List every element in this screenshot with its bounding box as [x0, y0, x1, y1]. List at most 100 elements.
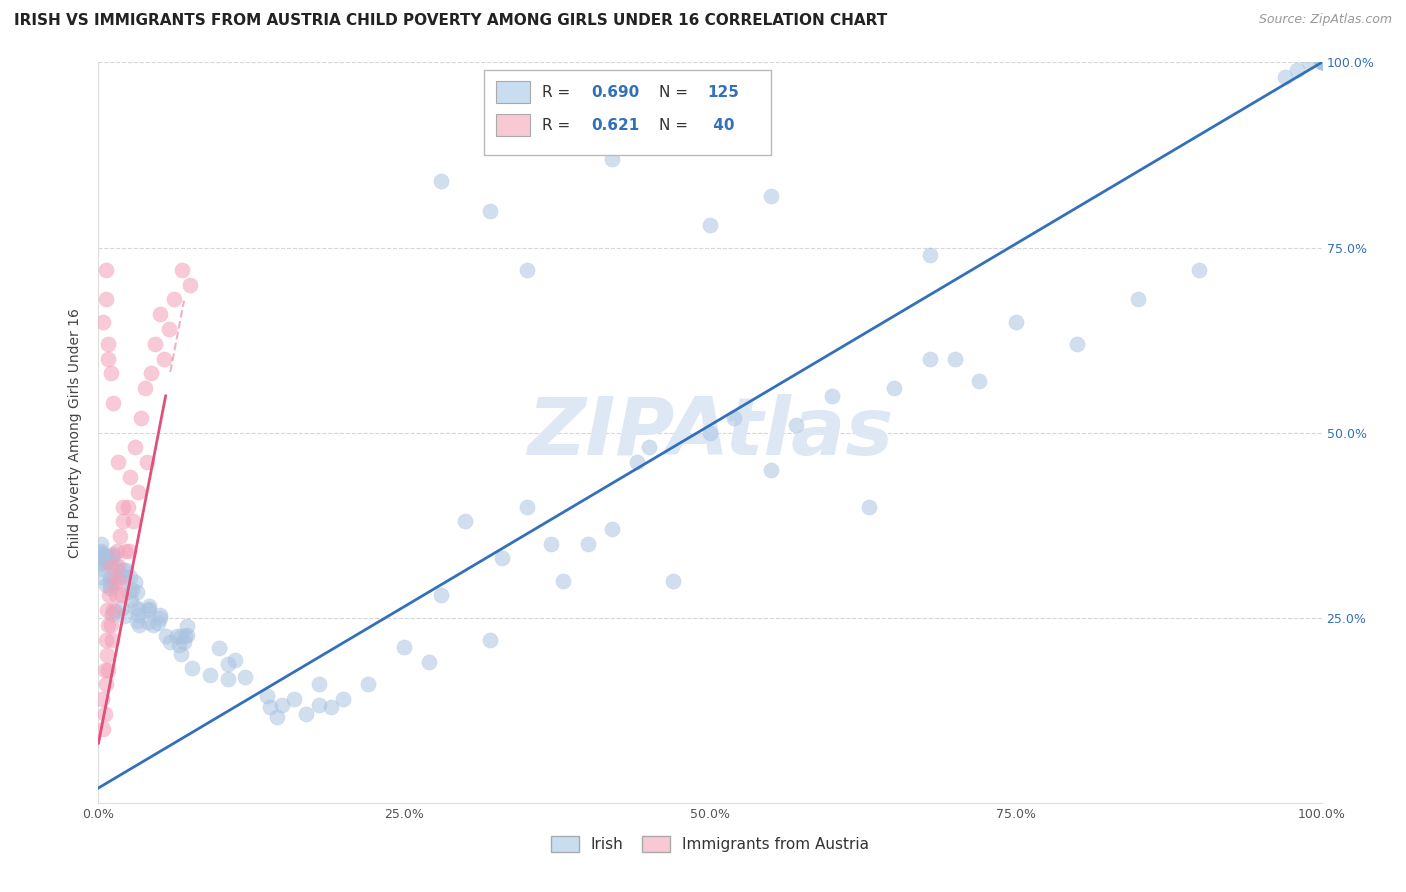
Point	[110, 529, 132, 543]
Point	[173, 634, 195, 648]
Point	[112, 608, 135, 623]
Point	[93, 556, 115, 570]
Point	[1188, 262, 1211, 277]
Point	[97, 336, 120, 351]
Point	[111, 500, 134, 514]
Point	[91, 556, 114, 570]
Point	[98, 578, 121, 592]
Point	[98, 582, 121, 596]
Point	[110, 601, 132, 615]
Point	[662, 574, 685, 588]
Point	[101, 547, 124, 561]
Point	[107, 558, 129, 573]
Point	[136, 603, 159, 617]
Point	[94, 677, 117, 691]
Point	[138, 615, 160, 629]
Point	[155, 629, 177, 643]
Point	[600, 522, 623, 536]
Point	[149, 611, 172, 625]
Point	[108, 574, 131, 588]
Point	[821, 388, 844, 402]
Point	[94, 293, 117, 307]
Point	[103, 549, 125, 563]
Point	[124, 575, 146, 590]
Point	[101, 632, 124, 647]
Point	[1004, 314, 1026, 328]
Text: IRISH VS IMMIGRANTS FROM AUSTRIA CHILD POVERTY AMONG GIRLS UNDER 16 CORRELATION : IRISH VS IMMIGRANTS FROM AUSTRIA CHILD P…	[14, 13, 887, 29]
Point	[104, 589, 127, 603]
Point	[100, 607, 122, 622]
FancyBboxPatch shape	[496, 114, 530, 136]
Text: R =: R =	[543, 118, 575, 133]
Point	[637, 441, 661, 455]
Point	[115, 563, 138, 577]
Point	[1310, 55, 1333, 70]
Point	[117, 500, 139, 514]
Legend: Irish, Immigrants from Austria: Irish, Immigrants from Austria	[546, 830, 875, 858]
Point	[1310, 55, 1333, 70]
Point	[114, 544, 136, 558]
Point	[1286, 62, 1309, 77]
Point	[104, 558, 127, 573]
Point	[515, 262, 537, 277]
Point	[105, 576, 128, 591]
Point	[1274, 70, 1296, 85]
Point	[91, 722, 114, 736]
Point	[107, 455, 129, 469]
Point	[454, 515, 477, 529]
Text: Source: ZipAtlas.com: Source: ZipAtlas.com	[1258, 13, 1392, 27]
Point	[356, 677, 378, 691]
Point	[1310, 55, 1333, 70]
Point	[96, 648, 118, 662]
Point	[110, 568, 132, 582]
Text: 40: 40	[707, 118, 734, 133]
Point	[100, 367, 122, 381]
Point	[138, 599, 160, 614]
Point	[920, 248, 942, 262]
Point	[478, 632, 501, 647]
Point	[699, 219, 721, 233]
Point	[127, 484, 149, 499]
Point	[283, 692, 305, 706]
Point	[967, 374, 990, 388]
Point	[143, 336, 166, 351]
Point	[430, 589, 453, 603]
Point	[418, 655, 440, 669]
Point	[270, 698, 292, 712]
Point	[90, 544, 112, 558]
Point	[176, 618, 198, 632]
Point	[98, 589, 121, 603]
Point	[94, 632, 117, 647]
Point	[100, 549, 122, 563]
Point	[295, 706, 318, 721]
Point	[104, 604, 127, 618]
Point	[233, 670, 256, 684]
Point	[127, 614, 149, 628]
Point	[111, 589, 134, 603]
Point	[97, 351, 120, 366]
Point	[308, 698, 330, 712]
Point	[785, 418, 807, 433]
Text: 0.690: 0.690	[592, 85, 640, 100]
Point	[90, 569, 112, 583]
Point	[943, 351, 966, 366]
Point	[98, 574, 121, 588]
Point	[392, 640, 416, 655]
Point	[101, 603, 124, 617]
Point	[136, 455, 159, 469]
FancyBboxPatch shape	[496, 81, 530, 103]
Point	[90, 536, 112, 550]
Point	[180, 661, 202, 675]
Point	[208, 641, 231, 656]
Text: N =: N =	[658, 118, 693, 133]
Point	[217, 672, 239, 686]
Point	[142, 618, 165, 632]
Point	[125, 585, 148, 599]
Point	[138, 602, 160, 616]
Point	[920, 351, 942, 366]
Point	[91, 692, 114, 706]
Point	[91, 549, 114, 563]
Text: R =: R =	[543, 85, 575, 100]
Point	[166, 629, 188, 643]
Point	[148, 616, 170, 631]
